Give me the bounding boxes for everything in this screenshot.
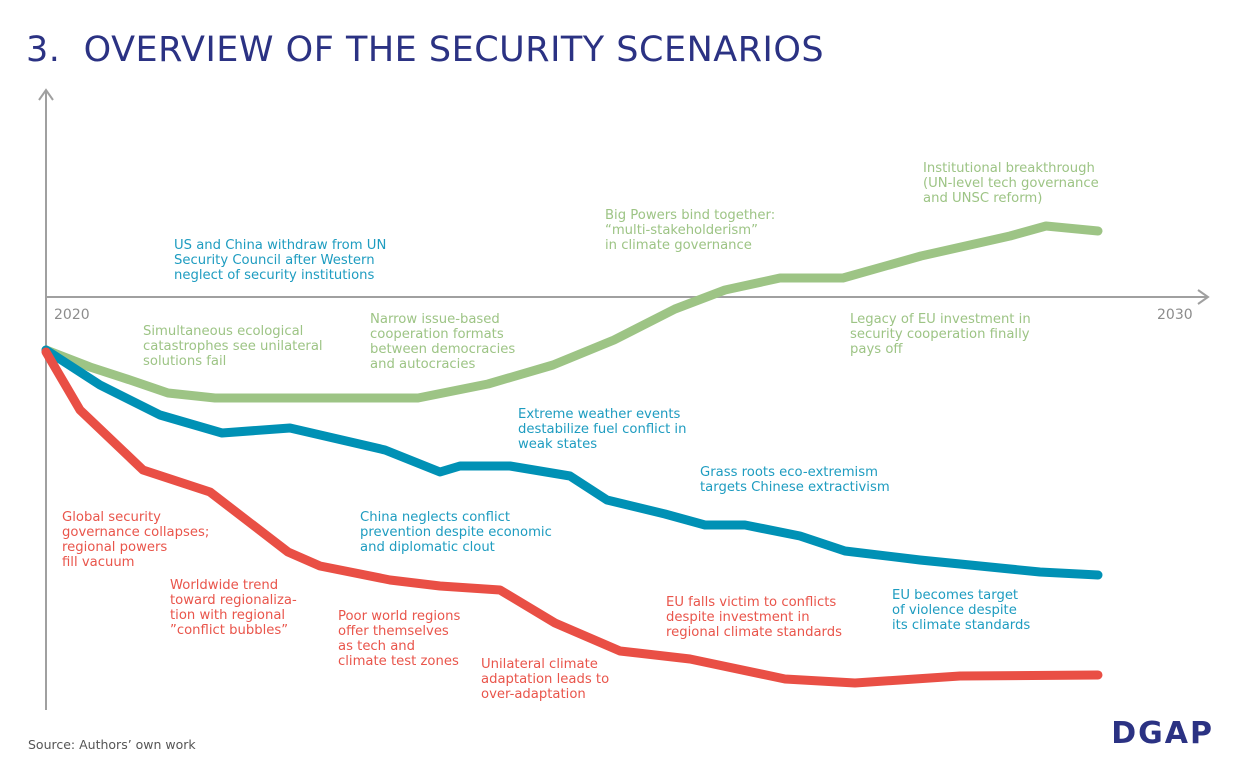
annotation-blue: Grass roots eco-extremism targets Chines…	[700, 465, 890, 495]
dgap-logo: DGAP	[1111, 716, 1214, 751]
blue-scenario-line	[41, 345, 1103, 580]
x-axis-start-label: 2020	[54, 307, 90, 323]
annotation-blue: US and China withdraw from UN Security C…	[174, 238, 387, 283]
y-axis-arrow-icon	[38, 88, 54, 101]
x-axis-end-label: 2030	[1157, 307, 1193, 323]
x-axis	[46, 289, 1210, 305]
red-scenario-line	[41, 347, 1103, 688]
green-scenario-line	[41, 221, 1103, 403]
y-axis	[38, 88, 54, 710]
annotation-blue: EU becomes target of violence despite it…	[892, 588, 1031, 633]
x-axis-arrow-icon	[1197, 289, 1210, 305]
page-title: 3. OVERVIEW OF THE SECURITY SCENARIOS	[26, 30, 825, 70]
annotation-green: Legacy of EU investment in security coop…	[850, 312, 1031, 357]
annotation-green: Institutional breakthrough (UN-level tec…	[923, 161, 1099, 206]
source-note: Source: Authors’ own work	[28, 737, 196, 752]
annotation-blue: China neglects conflict prevention despi…	[360, 510, 552, 555]
annotation-red: Worldwide trend toward regionaliza- tion…	[170, 578, 297, 638]
annotation-red: EU falls victim to conflicts despite inv…	[666, 595, 842, 640]
annotation-red: Poor world regions offer themselves as t…	[338, 609, 461, 669]
annotation-red: Unilateral climate adaptation leads to o…	[481, 657, 610, 702]
annotation-green: Narrow issue-based cooperation formats b…	[370, 312, 516, 372]
annotation-green: Big Powers bind together: “multi-stakeho…	[605, 208, 776, 253]
annotation-green: Simultaneous ecological catastrophes see…	[143, 324, 323, 369]
annotation-blue: Extreme weather events destabilize fuel …	[518, 407, 687, 452]
annotation-red: Global security governance collapses; re…	[62, 510, 210, 570]
